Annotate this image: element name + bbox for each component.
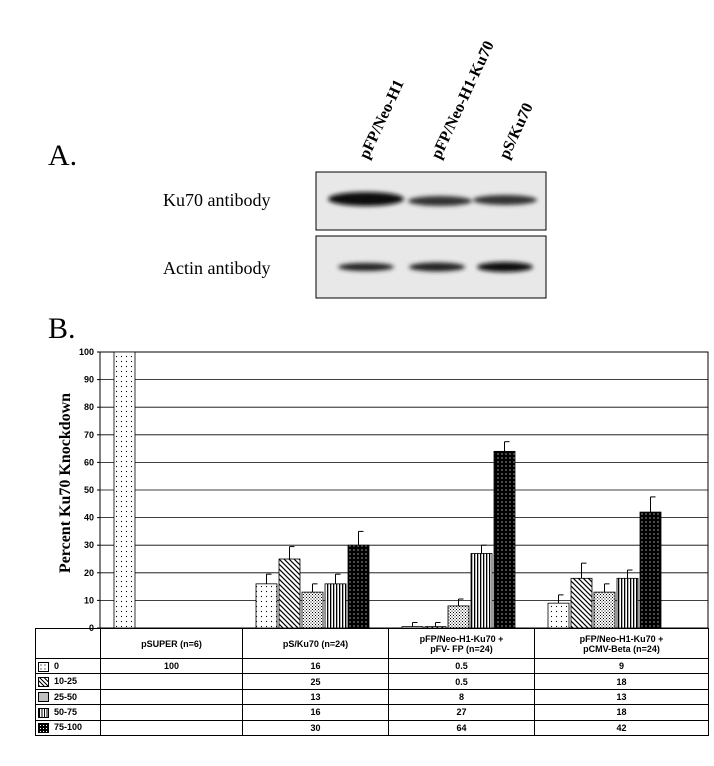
legend-cell: 75-100	[35, 719, 101, 736]
row-label: Actin antibody	[163, 258, 270, 278]
value-label: 0.5	[388, 673, 535, 690]
lane-label: pS/Ku70	[496, 100, 537, 161]
category-label: pFP/Neo-H1-Ku70 + pCMV-Beta (n=24)	[534, 628, 709, 659]
y-tick-label: 50	[84, 485, 94, 495]
y-tick-label: 30	[84, 540, 94, 550]
blot	[315, 171, 547, 299]
row-label: Ku70 antibody	[163, 190, 271, 210]
legend-swatch	[38, 692, 49, 703]
legend-swatch	[38, 723, 49, 734]
legend-cell: 50-75	[35, 704, 101, 721]
data-row: 10-25 25 0.5 18	[35, 673, 709, 690]
value-label: 100	[100, 657, 243, 675]
bar	[324, 583, 347, 629]
value-label: 64	[388, 719, 535, 736]
legend-label: 75-100	[54, 722, 83, 733]
bar	[470, 553, 493, 629]
header-row: pSUPER (n=6) pS/Ku70 (n=24) pFP/Neo-H1-Ku7…	[35, 628, 709, 659]
empty-cell	[100, 719, 243, 736]
legend-cell: 0	[35, 657, 101, 675]
y-tick-label: 100	[79, 347, 94, 357]
category-label: pSUPER (n=6)	[100, 628, 243, 659]
category-label: pFP/Neo-H1-Ku70 + pFV- FP (n=24)	[388, 628, 535, 659]
bar	[278, 558, 301, 629]
y-tick-label: 70	[84, 430, 94, 440]
data-row: 50-75 16 27 18	[35, 704, 709, 721]
bar	[347, 544, 370, 629]
legend-label: 25-50	[54, 691, 78, 702]
bar	[447, 605, 470, 629]
bar	[639, 511, 662, 629]
corner-cell	[35, 628, 101, 659]
value-label: 30	[242, 719, 389, 736]
data-table: pSUPER (n=6) pS/Ku70 (n=24) pFP/Neo-H1-Ku7…	[35, 628, 709, 736]
data-row: 75-100 30 64 42	[35, 719, 709, 736]
y-tick-label: 90	[84, 375, 94, 385]
panel-label: A.	[48, 139, 77, 172]
value-label: 9	[534, 657, 709, 675]
value-label: 16	[242, 704, 389, 721]
y-tick-label: 60	[84, 457, 94, 467]
legend-swatch	[38, 707, 49, 718]
legend-cell: 25-50	[35, 688, 101, 706]
panel-label: B.	[48, 312, 76, 345]
y-axis-label: Percent Ku70 Knockdown	[57, 393, 74, 573]
value-label: 8	[388, 688, 535, 706]
bar	[255, 583, 278, 629]
legend-label: 50-75	[54, 707, 78, 718]
y-tick-label: 10	[84, 595, 94, 605]
value-label: 42	[534, 719, 709, 736]
lane-label: pFP/Neo-H1	[356, 77, 407, 162]
value-label: 18	[534, 673, 709, 690]
legend-swatch	[38, 661, 49, 672]
bar	[493, 450, 516, 629]
bar	[616, 577, 639, 629]
bar	[301, 591, 324, 629]
bar	[570, 577, 593, 629]
legend-cell: 10-25	[35, 673, 101, 690]
y-tick-label: 20	[84, 568, 94, 578]
bar	[547, 602, 570, 629]
value-label: 25	[242, 673, 389, 690]
value-label: 13	[242, 688, 389, 706]
value-label: 0.5	[388, 657, 535, 675]
value-label: 27	[388, 704, 535, 721]
data-row: 25-50 13 8 13	[35, 688, 709, 706]
legend-swatch	[38, 676, 49, 687]
y-tick-label: 40	[84, 513, 94, 523]
value-label: 16	[242, 657, 389, 675]
category-label: pS/Ku70 (n=24)	[242, 628, 389, 659]
legend-label: 10-25	[54, 676, 78, 687]
value-label: 18	[534, 704, 709, 721]
empty-cell	[100, 673, 243, 690]
empty-cell	[100, 704, 243, 721]
data-row: 0 100 16 0.5 9	[35, 657, 709, 675]
bar	[113, 351, 136, 629]
legend-label: 0	[54, 660, 60, 671]
lane-label: pFP/Neo-H1-Ku70	[428, 38, 498, 161]
bar	[593, 591, 616, 629]
empty-cell	[100, 688, 243, 706]
value-label: 13	[534, 688, 709, 706]
y-tick-label: 80	[84, 402, 94, 412]
